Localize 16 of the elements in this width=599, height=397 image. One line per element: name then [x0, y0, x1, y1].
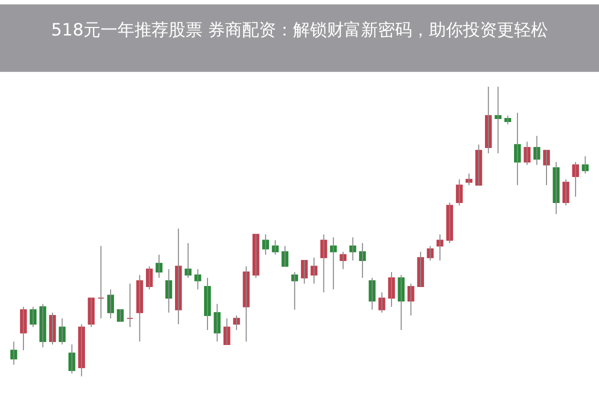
candlestick: [466, 173, 472, 186]
candlestick: [330, 236, 337, 290]
candlestick: [494, 86, 502, 154]
candlestick: [340, 251, 346, 270]
candlestick: [262, 234, 269, 256]
candlestick: [368, 277, 376, 310]
candlestick: [184, 242, 192, 278]
candlestick: [20, 306, 27, 351]
candlestick: [107, 288, 114, 319]
candlestick: [300, 260, 308, 284]
chart-title: 518元一年推荐股票 券商配资：解锁财富新密码，助你投资更轻松: [51, 20, 548, 41]
candlestick: [223, 318, 230, 345]
candlestick: [98, 245, 104, 319]
candlestick: [436, 234, 444, 261]
candlestick: [116, 309, 124, 322]
candlestick: [126, 283, 134, 328]
